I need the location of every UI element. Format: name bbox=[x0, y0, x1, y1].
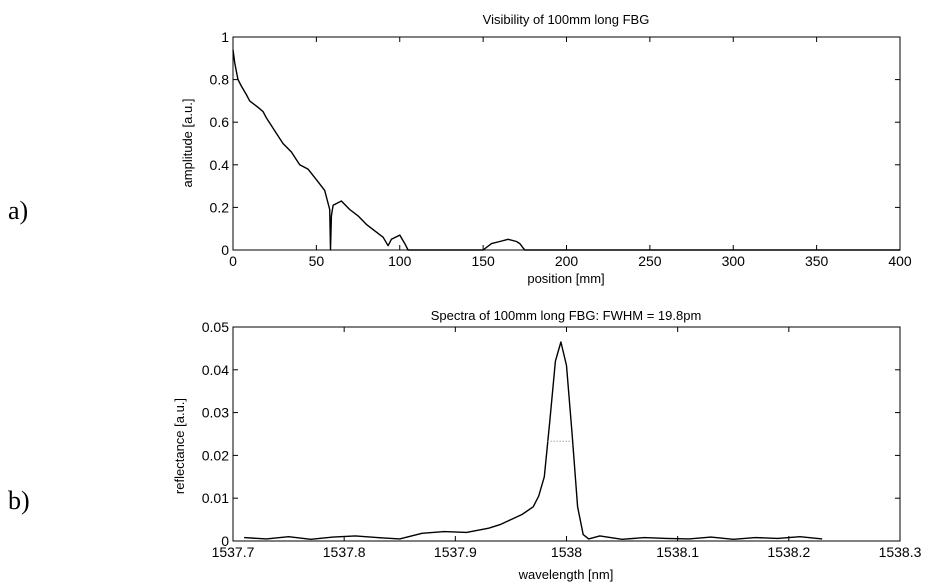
series-line bbox=[232, 49, 900, 251]
x-tick-label: 1538.3 bbox=[879, 544, 922, 560]
plot-frame bbox=[232, 326, 901, 542]
panel-label-a: a) bbox=[8, 196, 29, 225]
y-axis-label: reflectance [a.u.] bbox=[172, 398, 187, 494]
y-tick-label: 0.4 bbox=[210, 157, 230, 173]
x-tick-label: 150 bbox=[471, 253, 495, 269]
y-tick-label: 0.2 bbox=[210, 199, 230, 215]
x-tick-label: 1537.7 bbox=[212, 544, 255, 560]
plot-frame bbox=[232, 36, 901, 251]
y-tick-label: 0.05 bbox=[202, 319, 229, 335]
y-axis-label: amplitude [a.u.] bbox=[180, 99, 195, 188]
y-tick-label: 1 bbox=[221, 29, 229, 45]
y-tick-label: 0 bbox=[221, 242, 229, 258]
chart-spectra: Spectra of 100mm long FBG: FWHM = 19.8pm… bbox=[172, 308, 922, 582]
y-tick-label: 0.01 bbox=[202, 490, 229, 506]
x-tick-label: 400 bbox=[888, 253, 912, 269]
y-tick-label: 0.6 bbox=[210, 114, 230, 130]
x-tick-label: 1538.1 bbox=[656, 544, 699, 560]
x-tick-label: 1538.2 bbox=[767, 544, 810, 560]
y-tick-label: 0 bbox=[221, 533, 229, 549]
x-axis-label: position [mm] bbox=[527, 271, 604, 286]
chart-title: Visibility of 100mm long FBG bbox=[483, 12, 650, 27]
series-line bbox=[244, 341, 823, 540]
x-tick-label: 250 bbox=[638, 253, 662, 269]
y-tick-label: 0.03 bbox=[202, 405, 229, 421]
chart-visibility: Visibility of 100mm long FBG position [m… bbox=[180, 12, 912, 286]
x-tick-label: 0 bbox=[229, 253, 237, 269]
x-tick-label: 100 bbox=[388, 253, 412, 269]
x-tick-label: 200 bbox=[555, 253, 579, 269]
x-tick-label: 1538 bbox=[551, 544, 582, 560]
x-tick-label: 50 bbox=[309, 253, 325, 269]
x-tick-label: 1537.8 bbox=[323, 544, 366, 560]
x-tick-label: 300 bbox=[722, 253, 746, 269]
x-tick-label: 350 bbox=[805, 253, 829, 269]
panel-label-b: b) bbox=[8, 486, 30, 515]
chart-title: Spectra of 100mm long FBG: FWHM = 19.8pm bbox=[431, 308, 702, 323]
y-tick-label: 0.02 bbox=[202, 447, 229, 463]
x-tick-label: 1537.9 bbox=[434, 544, 477, 560]
y-tick-label: 0.04 bbox=[202, 362, 229, 378]
y-tick-label: 0.8 bbox=[210, 72, 230, 88]
x-axis-label: wavelength [nm] bbox=[518, 567, 614, 582]
